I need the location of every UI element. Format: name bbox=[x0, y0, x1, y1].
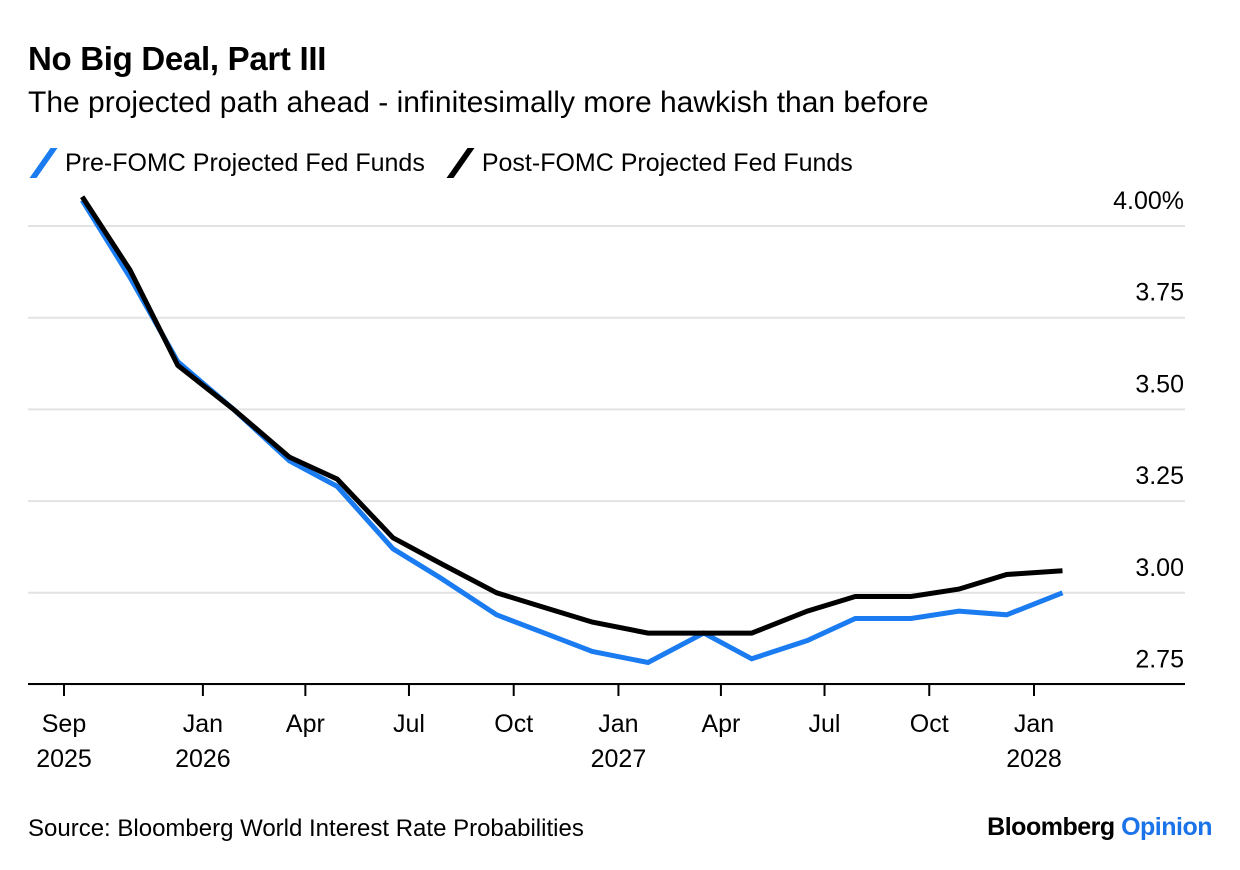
brand-main: Bloomberg bbox=[987, 813, 1115, 841]
y-tick-label: 3.00 bbox=[1135, 554, 1184, 582]
series-lines bbox=[80, 195, 1064, 666]
chart-subtitle: The projected path ahead - infinitesimal… bbox=[28, 86, 929, 119]
chart-title: No Big Deal, Part III bbox=[28, 40, 327, 77]
x-tick-year-label: 2027 bbox=[591, 745, 647, 773]
x-tick-year-label: 2028 bbox=[1006, 745, 1062, 773]
brand-logo: Bloomberg Opinion bbox=[987, 813, 1212, 842]
x-tick-label: Apr bbox=[286, 710, 325, 738]
x-tick-label: Jan bbox=[1014, 710, 1054, 738]
legend-label-post: Post-FOMC Projected Fed Funds bbox=[481, 148, 853, 177]
source-note: Source: Bloomberg World Interest Rate Pr… bbox=[28, 815, 584, 842]
legend: Pre-FOMC Projected Fed Funds Post-FOMC P… bbox=[28, 148, 873, 178]
series-line-post-fomc bbox=[80, 195, 1063, 636]
x-tick-label: Jul bbox=[809, 710, 841, 738]
y-tick-label: 3.25 bbox=[1135, 462, 1184, 490]
y-axis-tick-labels: 4.00% 3.75 3.50 3.25 3.00 2.75 bbox=[1113, 187, 1184, 674]
brand-accent: Opinion bbox=[1121, 813, 1212, 841]
x-tick-label: Sep bbox=[42, 710, 86, 738]
x-tick-label: Jan bbox=[183, 710, 223, 738]
legend-item-post: Post-FOMC Projected Fed Funds bbox=[445, 148, 853, 178]
legend-label-pre: Pre-FOMC Projected Fed Funds bbox=[65, 148, 425, 177]
x-tick-year-label: 2026 bbox=[175, 745, 231, 773]
y-tick-label: 4.00% bbox=[1113, 187, 1184, 215]
x-tick-label: Oct bbox=[494, 710, 533, 738]
x-tick-year-label: 2025 bbox=[36, 745, 92, 773]
legend-item-pre: Pre-FOMC Projected Fed Funds bbox=[28, 148, 425, 178]
x-tick-label: Jan bbox=[598, 710, 638, 738]
x-tick-label: Oct bbox=[910, 710, 949, 738]
x-tick-label: Apr bbox=[701, 710, 740, 738]
gridlines bbox=[28, 225, 1185, 686]
x-axis: Sep 2025 Jan 2026 Apr Jul Oct Jan 2027 Apr Jul Oct J… bbox=[28, 683, 1185, 773]
y-tick-label: 3.50 bbox=[1135, 370, 1184, 398]
y-tick-label: 3.75 bbox=[1135, 279, 1184, 307]
x-tick-label: Jul bbox=[393, 710, 425, 738]
y-tick-label: 2.75 bbox=[1135, 646, 1184, 674]
